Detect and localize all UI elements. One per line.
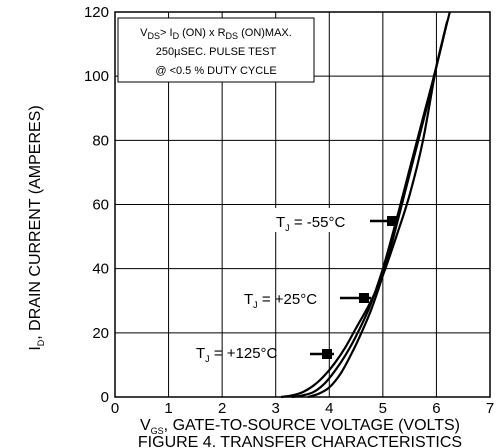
series-line-tj-plus125 — [307, 21, 449, 399]
annotation-tj-minus55-marker — [387, 216, 397, 226]
x-tick-label: 7 — [486, 400, 494, 417]
tick-labels: 0 1 2 3 4 5 6 7 0 20 40 60 80 100 120 — [84, 4, 494, 417]
annotation-tj-plus125-marker — [322, 349, 332, 359]
y-tick-label: 100 — [84, 68, 109, 85]
y-axis-label: ID, DRAIN CURRENT (AMPERES) — [27, 105, 46, 350]
y-tick-label: 60 — [92, 197, 109, 214]
test-conditions-line2: 250µSEC. PULSE TEST — [156, 46, 277, 58]
test-conditions-box: VDS> ID (ON) x RDS (ON)MAX. 250µSEC. PUL… — [117, 17, 315, 83]
annotation-tj-plus25-text: TJ = +25°C — [244, 291, 317, 310]
y-tick-label: 20 — [92, 325, 109, 342]
annotation-tj-plus125-text: TJ = +125°C — [196, 345, 278, 364]
x-tick-label: 2 — [218, 400, 226, 417]
x-tick-label: 4 — [325, 400, 333, 417]
test-conditions-border — [117, 17, 315, 83]
series-curves — [280, 11, 451, 399]
y-tick-label: 120 — [84, 4, 109, 21]
x-tick-label: 6 — [432, 400, 440, 417]
x-tick-label: 0 — [111, 400, 119, 417]
x-axis-label: VGS, GATE-TO-SOURCE VOLTAGE (VOLTS) — [140, 417, 460, 436]
annotation-tj-plus25-marker — [359, 293, 369, 303]
y-tick-label: 0 — [101, 389, 109, 406]
plot-frame — [114, 11, 491, 398]
annotation-tj-plus25: TJ = +25°C — [244, 291, 371, 310]
x-tick-label: 3 — [272, 400, 280, 417]
y-tick-label: 80 — [92, 132, 109, 149]
series-line-tj-minus55 — [280, 11, 451, 399]
annotation-tj-minus55-bg — [266, 208, 370, 232]
test-conditions-line1: VDS> ID (ON) x RDS (ON)MAX. — [140, 27, 292, 41]
annotation-tj-minus55-text: TJ = -55°C — [276, 214, 345, 233]
test-conditions-line3: @ <0.5 % DUTY CYCLE — [155, 65, 276, 77]
x-tick-label: 1 — [164, 400, 172, 417]
y-tick-label: 40 — [92, 261, 109, 278]
figure-caption: FIGURE 4. TRANSFER CHARACTERISTICS — [138, 434, 462, 448]
annotation-tj-plus125: TJ = +125°C — [196, 345, 334, 364]
x-tick-label: 5 — [379, 400, 387, 417]
annotation-tj-minus55: TJ = -55°C — [266, 208, 398, 233]
